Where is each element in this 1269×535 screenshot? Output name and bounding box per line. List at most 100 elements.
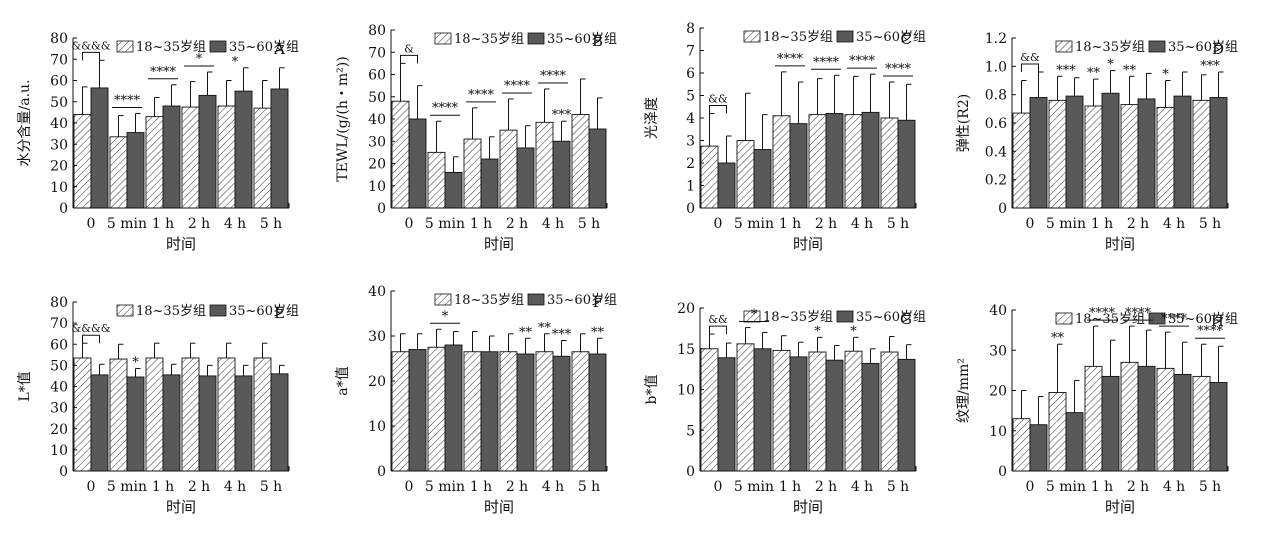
legend-label-young: 18~35岁组 <box>454 293 524 308</box>
bar-young <box>1192 99 1211 209</box>
bar-old <box>270 373 289 472</box>
bar-old <box>1029 424 1048 472</box>
y-tick-label: 20 <box>677 301 695 317</box>
bar-young <box>1120 104 1139 209</box>
bar-old <box>444 344 463 472</box>
bar-old <box>1101 92 1120 209</box>
y-tick-label: 15 <box>677 342 695 358</box>
legend-swatch-young <box>116 304 134 317</box>
x-tick-label: 5 min <box>107 479 147 495</box>
bar-young <box>391 100 410 209</box>
y-tick-label: 70 <box>50 52 68 68</box>
significance-label: ** <box>1123 63 1137 78</box>
bar-old <box>717 357 736 472</box>
y-tick-label: 8 <box>686 21 695 37</box>
significance-label: **** <box>114 93 141 108</box>
x-tick-label: 1 h <box>779 479 801 495</box>
significance-bracket <box>709 325 727 335</box>
bar-young <box>391 351 410 472</box>
bar-young <box>1048 99 1067 209</box>
bar-old <box>897 119 916 209</box>
x-tick-label: 5 min <box>734 479 774 495</box>
x-tick-label: 5 min <box>425 479 465 495</box>
legend-label-young: 18~35岁组 <box>136 304 206 319</box>
y-tick-label: 30 <box>368 134 386 150</box>
y-tick-label: 20 <box>989 384 1007 400</box>
significance-label: **** <box>504 79 531 94</box>
legend-swatch-old <box>1148 312 1166 325</box>
significance-label: **** <box>432 101 459 116</box>
significance-label: **** <box>1125 306 1152 321</box>
bar-young <box>1120 361 1139 472</box>
bar-young <box>427 346 446 472</box>
bar-young <box>253 357 272 472</box>
significance-label: * <box>1162 68 1169 83</box>
bar-old <box>1137 98 1156 209</box>
bar-old <box>1209 97 1228 209</box>
y-tick-label: 80 <box>50 295 68 311</box>
significance-bracket <box>1021 63 1039 72</box>
bar-young <box>808 114 827 209</box>
significance-label: &&&& <box>71 322 110 335</box>
significance-label: **** <box>849 54 876 69</box>
x-tick-label: 2 h <box>1127 479 1149 495</box>
bar-old <box>1029 97 1048 209</box>
bar-old <box>1209 382 1228 472</box>
bar-old <box>234 375 253 472</box>
chart-panel-a: 0 10 20 30 40 50 60 70 80 0 5 min 1 h 2 h 4 h 5 h 时间 水分含… <box>17 31 299 253</box>
y-axis-title: 光泽度 <box>644 97 660 139</box>
chart-panel-g: 0 5 10 15 20 0 5 min 1 h 2 h 4 h 5 h 时间 b*值 G 18~35岁组 3… <box>644 301 926 516</box>
significance-label: **** <box>540 69 567 84</box>
legend-swatch-old <box>209 40 227 53</box>
chart-panel-f: 0 10 20 30 40 0 5 min 1 h 2 h 4 h 5 h 时间 a*值 F 18~35岁组… <box>335 284 617 516</box>
y-tick-label: 60 <box>368 68 386 84</box>
legend-label-young: 18~35岁组 <box>136 40 206 55</box>
panel-letter: F <box>593 293 603 311</box>
bar-old <box>90 87 109 209</box>
x-tick-label: 5 h <box>260 479 282 495</box>
y-tick-label: 70 <box>50 316 68 332</box>
chart-panel-c: 0 1 2 3 4 5 6 7 8 0 5 min 1 h 2 h 4 h 5 h 时间 光泽度 C 18~35岁组… <box>644 21 926 253</box>
x-tick-label: 5 min <box>425 216 465 232</box>
bar-young <box>1012 112 1031 209</box>
x-tick-label: 2 h <box>188 216 210 232</box>
y-tick-label: 0.4 <box>985 144 1007 160</box>
significance-label: * <box>850 324 857 339</box>
y-tick-label: 0.2 <box>985 173 1007 189</box>
x-tick-label: 1 h <box>470 216 492 232</box>
bar-old <box>270 88 289 209</box>
bar-old <box>162 105 181 209</box>
legend-label-young: 18~35岁组 <box>1075 312 1145 327</box>
bar-old <box>234 90 253 209</box>
y-tick-label: 40 <box>368 284 386 300</box>
y-axis-title: 纹理/mm² <box>956 358 972 423</box>
y-axis-title: L*值 <box>17 371 33 401</box>
y-tick-label: 40 <box>989 303 1007 319</box>
panel-letter: B <box>592 32 603 50</box>
x-tick-label: 2 h <box>815 216 837 232</box>
significance-label: &&&& <box>71 39 110 52</box>
significance-label: * <box>751 308 758 323</box>
legend-swatch-old <box>209 304 227 317</box>
y-tick-label: 80 <box>368 23 386 39</box>
bar-young <box>499 351 518 472</box>
y-tick-label: 20 <box>50 422 68 438</box>
significance-label: & <box>404 42 414 55</box>
panel-letter: C <box>901 30 912 48</box>
y-tick-label: 30 <box>368 329 386 345</box>
panel-letter: A <box>273 40 285 58</box>
bar-old <box>588 128 607 209</box>
legend-swatch-young <box>1055 312 1073 325</box>
y-axis-title: 水分含量/a.u. <box>17 80 33 167</box>
panel-letter: D <box>1212 40 1224 58</box>
significance-bracket <box>400 54 418 64</box>
bar-young <box>880 351 899 472</box>
legend-swatch-old <box>836 310 854 323</box>
x-tick-label: 0 <box>87 479 96 495</box>
significance-label: * <box>132 356 139 371</box>
bar-young <box>217 105 236 209</box>
bar-young <box>109 136 128 209</box>
y-tick-label: 60 <box>50 337 68 353</box>
x-tick-label: 4 h <box>224 479 246 495</box>
